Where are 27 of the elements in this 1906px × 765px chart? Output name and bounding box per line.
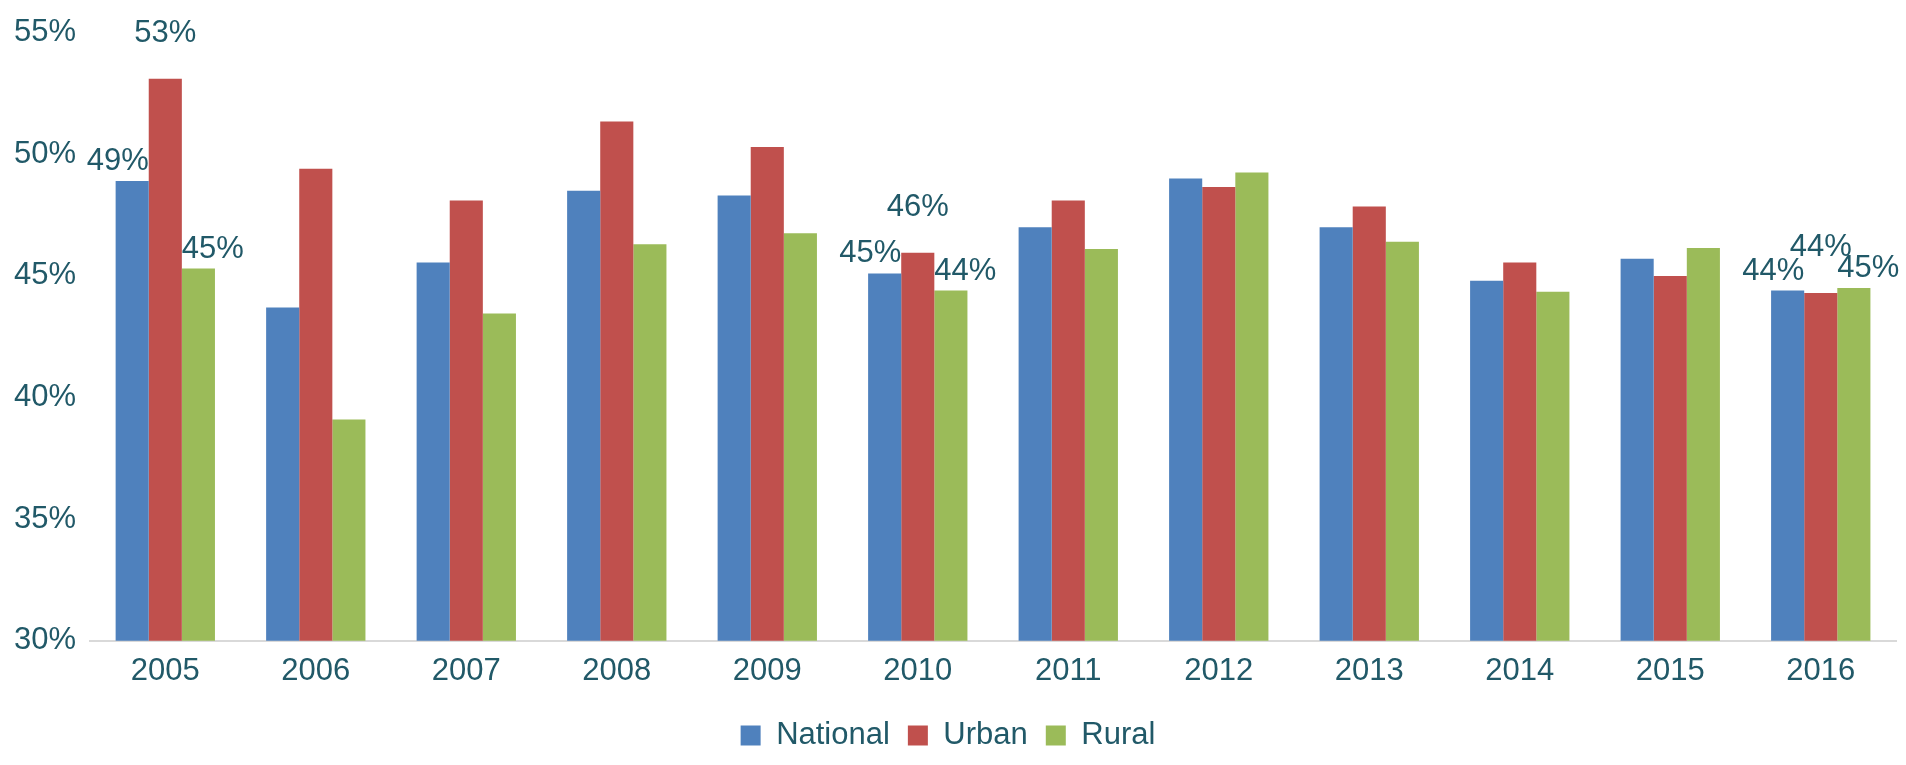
y-tick-label: 35% <box>14 499 77 535</box>
x-tick-label: 2007 <box>431 651 501 687</box>
y-tick-label: 45% <box>14 256 77 292</box>
x-tick-label: 2015 <box>1635 651 1705 687</box>
data-label: 44% <box>934 251 997 287</box>
y-tick-label: 40% <box>14 378 77 414</box>
data-label: 45% <box>181 229 244 265</box>
x-tick-label: 2013 <box>1334 651 1404 687</box>
data-label: 53% <box>134 13 197 49</box>
legend-label: National <box>776 716 890 752</box>
data-label: 45% <box>839 234 902 270</box>
x-tick-label: 2016 <box>1786 651 1856 687</box>
x-tick-label: 2010 <box>883 651 953 687</box>
data-label: 46% <box>886 187 949 223</box>
x-tick-label: 2014 <box>1485 651 1555 687</box>
y-tick-label: 50% <box>14 134 77 170</box>
x-tick-label: 2011 <box>1034 651 1102 687</box>
y-tick-label: 55% <box>14 13 77 49</box>
x-tick-label: 2009 <box>732 651 802 687</box>
legend-label: Urban <box>943 716 1028 752</box>
x-tick-label: 2005 <box>130 651 200 687</box>
y-tick-label: 30% <box>14 621 77 657</box>
x-tick-label: 2006 <box>281 651 351 687</box>
x-tick-label: 2012 <box>1184 651 1254 687</box>
x-tick-label: 2008 <box>582 651 652 687</box>
legend-label: Rural <box>1081 716 1156 752</box>
data-label: 49% <box>86 142 149 178</box>
